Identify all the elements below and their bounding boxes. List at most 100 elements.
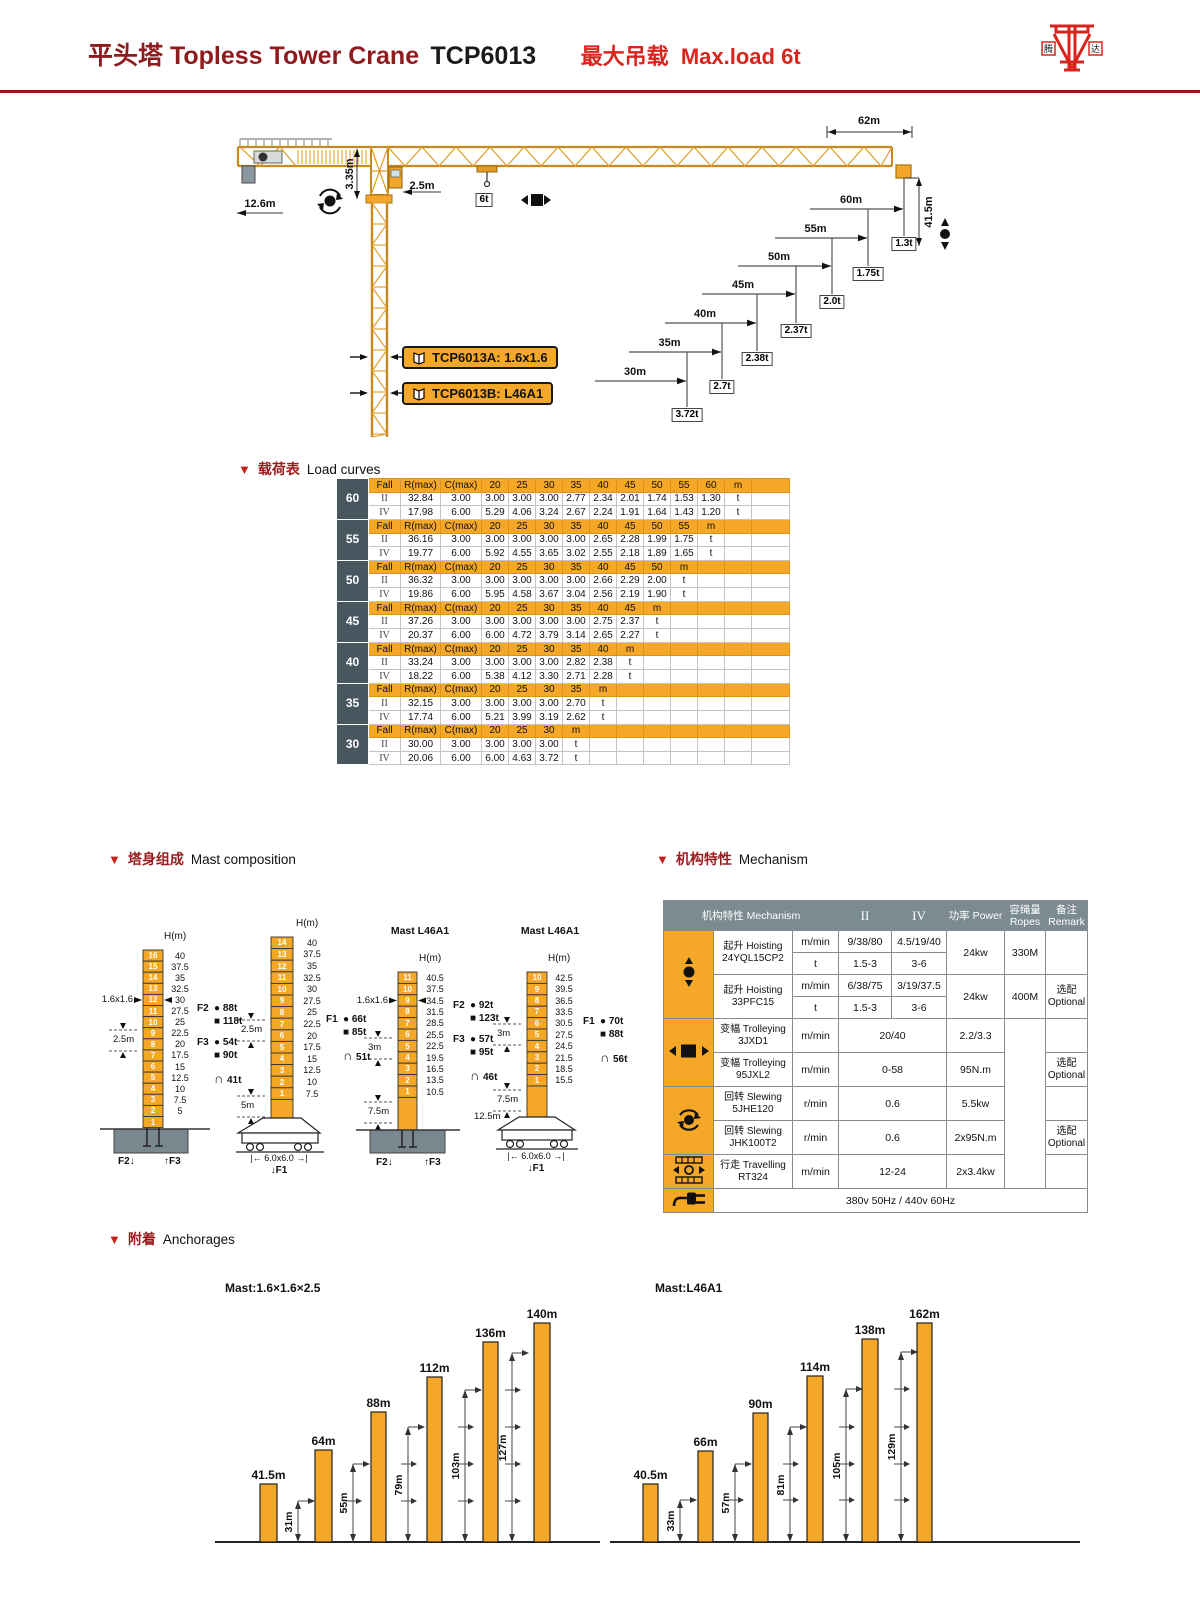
load-header-cell xyxy=(643,641,671,657)
load-header-cell: 50 xyxy=(643,559,671,575)
load-value-cell: 2.77 xyxy=(562,491,590,507)
mast-section-height: 22.5 xyxy=(171,1028,189,1039)
mech-name-cell: 起升 Hoisting 24YQL15CP2 xyxy=(713,930,793,975)
load-value-cell: 20.06 xyxy=(400,750,441,766)
load-value-cell xyxy=(751,750,790,766)
load-value-cell xyxy=(697,668,725,684)
mech-name-cell: 回转 Slewing JHK100T2 xyxy=(713,1120,793,1155)
load-header-cell: R(max) xyxy=(400,518,441,534)
load-header-cell: 20 xyxy=(481,641,509,657)
load-value-cell: t xyxy=(724,491,752,507)
load-value-cell: 3.04 xyxy=(562,587,590,602)
mast-title: Mast L46A1 xyxy=(520,925,580,937)
load-header-cell: 35 xyxy=(562,600,590,616)
mech-power-cell: 2x3.4kw xyxy=(946,1154,1005,1189)
mast-section-height: 30.5 xyxy=(555,1018,573,1029)
mech-grid: 机构特性 Mechanism II IV 功率 Power 容绳量 Ropes 备注 Rema… xyxy=(663,900,1088,1213)
load-value-cell xyxy=(670,737,698,752)
load-header-cell: Fall xyxy=(368,478,401,493)
mast-section-number: 4 xyxy=(150,1084,156,1094)
load-value-cell xyxy=(724,655,752,670)
mast-dim-label: 3m xyxy=(368,1042,382,1053)
load-value-cell: 17.74 xyxy=(400,709,441,725)
load-curves-table: 60 Fall R(max) C(max) 20 25 30 35 40 45 50 55 60 m II 3… xyxy=(336,478,790,766)
radius-label: 40m xyxy=(693,308,717,320)
load-header-cell xyxy=(751,478,790,493)
load-value-cell xyxy=(643,668,671,684)
mast-section-height: 17.5 xyxy=(303,1042,321,1053)
mech-remark-cell xyxy=(1045,1154,1088,1189)
load-header-cell: 60 xyxy=(697,478,725,493)
load-value-cell: 2.27 xyxy=(616,628,644,643)
load-value-cell: 1.53 xyxy=(670,491,698,507)
load-header-cell: 25 xyxy=(508,641,536,657)
load-header-cell: 20 xyxy=(481,682,509,698)
mech-name-cell: 变幅 Trolleying 95JXL2 xyxy=(713,1052,793,1087)
legend-symbol: ● xyxy=(470,1000,479,1011)
load-value-cell: 5.92 xyxy=(481,546,509,561)
load-value-cell: 6.00 xyxy=(440,668,482,684)
legend-f-label: F1 xyxy=(326,1014,338,1025)
legend-f-label: F1 xyxy=(583,1016,595,1027)
load-value-cell: 3.14 xyxy=(562,628,590,643)
load-at-radius: 2.0t xyxy=(819,295,845,309)
anchor-chart-a-title: Mast:1.6×1.6×2.5 xyxy=(225,1281,321,1295)
mast-section-number: 7 xyxy=(405,1018,410,1028)
model-b-label: TCP6013B: L46A1 xyxy=(432,386,544,401)
load-value-cell: 3.00 xyxy=(481,614,509,630)
load-header-cell: m xyxy=(562,723,590,739)
mast-section-number: 3 xyxy=(534,1053,540,1062)
mech-value-cell: 0.6 xyxy=(838,1086,947,1121)
load-value-cell: 3.02 xyxy=(562,546,590,561)
anchor-chart-b-title: Mast:L46A1 xyxy=(655,1281,723,1295)
load-header-cell: 35 xyxy=(562,478,590,493)
mech-header-cell: II xyxy=(838,900,892,931)
base-force-f1: ↓F1 xyxy=(527,1163,545,1174)
anchor-bar-height: 138m xyxy=(854,1323,886,1337)
load-value-cell xyxy=(589,737,617,752)
load-header-cell: 30 xyxy=(535,559,563,575)
mech-ii-cell: 1.5-3 xyxy=(838,996,892,1019)
radius-label: 50m xyxy=(767,251,791,263)
load-value-cell xyxy=(616,750,644,766)
load-value-cell: 2.37 xyxy=(616,614,644,630)
mast-section-number: 11 xyxy=(148,1006,158,1016)
base-force-f1: ↓F1 xyxy=(270,1165,288,1176)
mast-legend-row: F2 ● 92t xyxy=(453,1000,493,1011)
load-value-cell: 1.75 xyxy=(670,532,698,548)
load-value-cell: 36.16 xyxy=(400,532,441,548)
mast-section-height: 18.5 xyxy=(555,1063,573,1074)
mast-section-height: 25 xyxy=(306,1007,317,1018)
load-value-cell: II xyxy=(368,655,401,670)
load-value-cell: 1.91 xyxy=(616,505,644,520)
trolley-dim-label: 2.5m xyxy=(409,180,435,192)
radius-label: 35m xyxy=(658,337,681,349)
anchor-dim-label: 81m xyxy=(775,1473,787,1496)
mast-section-height: 30 xyxy=(306,984,317,995)
load-value-cell: 2.66 xyxy=(589,573,617,589)
mast-section-number: 16 xyxy=(148,951,158,961)
mech-ropes-cell: 400M xyxy=(1004,974,1046,1019)
load-value-cell: t xyxy=(616,655,644,670)
mast-section-number: 2 xyxy=(405,1075,410,1085)
anchor-dim-label: 129m xyxy=(886,1433,898,1461)
mast-section-height: 19.5 xyxy=(426,1052,444,1063)
mech-unit-cell: r/min xyxy=(792,1086,839,1121)
mast-section-number: 2 xyxy=(534,1064,540,1074)
mech-power-cell: 2x95N.m xyxy=(946,1120,1005,1155)
mast-section-height: 37.5 xyxy=(303,949,321,960)
triangle-icon: ▼ xyxy=(238,462,251,477)
mast-dim-label: 5m xyxy=(241,1100,255,1111)
triangle-icon: ▼ xyxy=(108,1232,121,1247)
anchor-bar-height: 66m xyxy=(693,1435,718,1449)
mast-section-number: 2 xyxy=(279,1077,285,1087)
anchor-dim-label: 57m xyxy=(720,1492,732,1514)
mast-legend-row: ∩ 41t xyxy=(197,1071,241,1086)
anchor-bar-height: 90m xyxy=(748,1397,773,1411)
mast-section-number: 9 xyxy=(279,996,285,1006)
mast-section-height: 17.5 xyxy=(171,1050,189,1061)
mech-power-cell: 2.2/3.3 xyxy=(946,1018,1005,1053)
load-header-cell xyxy=(616,682,644,698)
load-value-cell: II xyxy=(368,696,401,711)
load-header-cell: Fall xyxy=(368,641,401,657)
